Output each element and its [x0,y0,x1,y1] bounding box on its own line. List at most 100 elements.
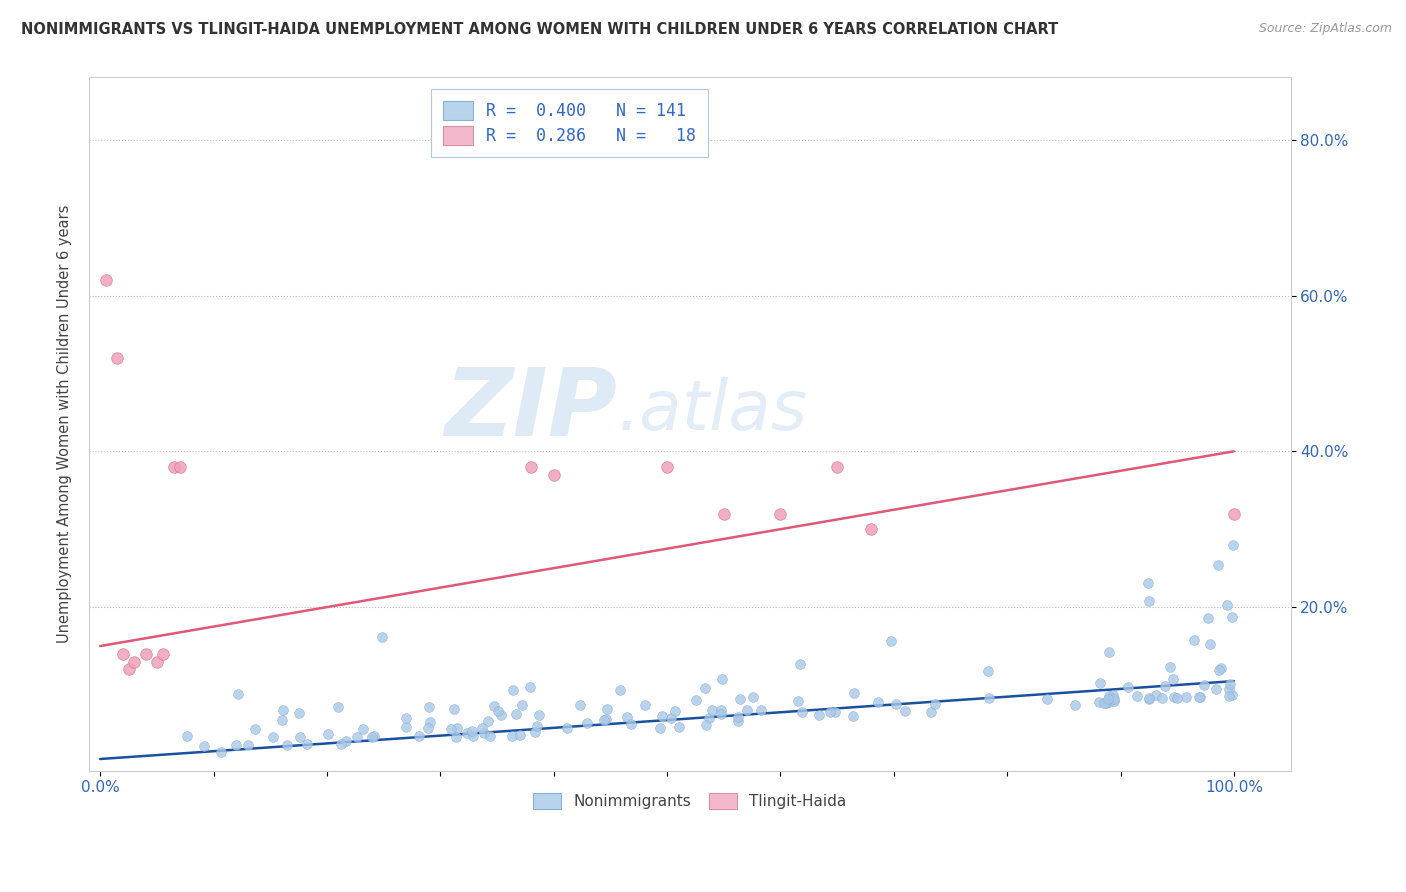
Point [787,694,810,708]
Point [1192,678,1215,692]
Point [209,745,232,759]
Point [418,721,440,735]
Point [1182,633,1205,648]
Point [501,729,523,743]
Point [152,647,174,661]
Point [1154,679,1177,693]
Point [105,351,128,365]
Point [1144,689,1167,703]
Point [842,708,865,723]
Point [135,647,157,661]
Point [651,708,673,723]
Point [1166,691,1188,706]
Point [318,726,340,740]
Point [1097,692,1119,706]
Point [1137,594,1160,608]
Point [509,728,531,742]
Point [461,724,484,739]
Point [1098,645,1121,659]
Point [329,737,352,751]
Point [502,683,524,698]
Point [1163,690,1185,705]
Point [1218,690,1240,704]
Point [543,467,565,482]
Point [1222,538,1244,552]
Point [1092,696,1115,710]
Point [711,672,734,686]
Point [326,699,349,714]
Point [1218,681,1240,696]
Point [920,705,942,719]
Point [650,721,672,735]
Point [346,730,368,744]
Point [94,273,117,287]
Y-axis label: Unemployment Among Women with Children Under 6 years: Unemployment Among Women with Children U… [58,205,72,643]
Point [700,703,723,717]
Point [395,711,418,725]
Point [1198,636,1220,650]
Point [977,664,1000,678]
Point [1197,610,1219,624]
Point [685,693,707,707]
Point [1116,680,1139,694]
Point [288,706,311,720]
Point [371,630,394,644]
Point [1211,661,1233,675]
Point [335,734,357,748]
Point [1094,696,1116,710]
Point [505,707,527,722]
Point [866,695,889,709]
Point [146,655,169,669]
Point [596,701,619,715]
Point [1102,688,1125,702]
Point [697,710,720,724]
Point [1215,598,1237,612]
Point [807,708,830,723]
Point [276,738,298,752]
Point [1098,689,1121,703]
Point [555,721,578,735]
Point [111,647,134,661]
Text: Source: ZipAtlas.com: Source: ZipAtlas.com [1258,22,1392,36]
Point [879,634,901,648]
Point [529,707,551,722]
Point [1102,692,1125,706]
Point [924,697,946,711]
Point [488,704,510,718]
Point [408,729,430,743]
Point [713,507,735,521]
Point [489,708,512,723]
Point [1088,676,1111,690]
Point [1208,664,1230,678]
Point [710,703,733,717]
Point [226,687,249,701]
Point [1175,690,1198,704]
Point [117,662,139,676]
Point [789,657,811,672]
Point [193,739,215,754]
Point [1137,691,1160,706]
Point [271,713,294,727]
Point [1161,672,1184,686]
Point [482,698,505,713]
Point [1150,690,1173,705]
Point [1219,677,1241,691]
Point [860,522,883,536]
Point [1102,694,1125,708]
Point [520,459,543,474]
Point [1137,575,1160,590]
Point [884,697,907,711]
Point [979,691,1001,706]
Point [824,705,846,719]
Point [769,507,792,521]
Point [893,704,915,718]
Point [655,459,678,474]
Point [1098,695,1121,709]
Point [616,710,638,724]
Point [519,681,541,695]
Point [790,705,813,719]
Point [419,714,441,729]
Point [478,729,501,743]
Point [297,738,319,752]
Point [1220,688,1243,702]
